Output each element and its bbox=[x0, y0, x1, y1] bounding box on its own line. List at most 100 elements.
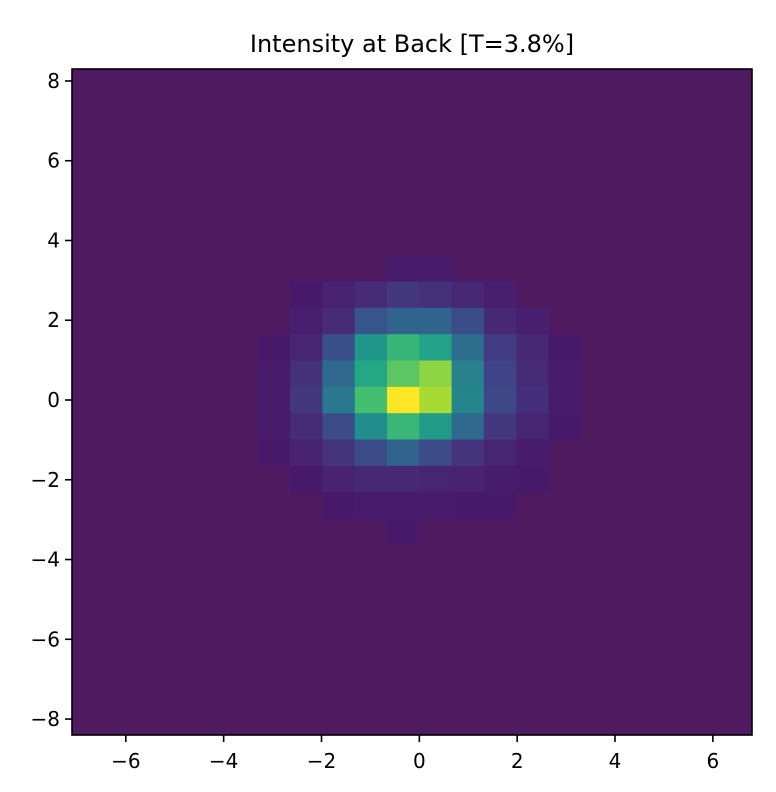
heatmap-cell bbox=[516, 360, 549, 388]
x-tick-label: 4 bbox=[609, 749, 622, 773]
y-tick-label: 0 bbox=[47, 388, 60, 412]
heatmap-cell bbox=[516, 413, 549, 440]
x-axis: −6 −4 −2 0 2 4 6 bbox=[111, 735, 719, 773]
y-axis: 8 6 4 2 0 −2 −4 −6 −8 bbox=[31, 69, 72, 731]
heatmap-cell bbox=[483, 386, 517, 414]
heatmap-cell bbox=[290, 386, 323, 414]
heatmap-cell bbox=[387, 518, 420, 546]
heatmap-cell bbox=[451, 439, 485, 467]
heatmap-cell bbox=[451, 492, 485, 519]
heatmap-cell bbox=[322, 465, 356, 493]
heatmap-cell bbox=[387, 492, 420, 519]
heatmap-cell bbox=[387, 281, 420, 309]
heatmap-cell bbox=[354, 492, 388, 519]
heatmap-cell bbox=[290, 307, 323, 335]
x-tick-label: −6 bbox=[111, 749, 140, 773]
heatmap-cell bbox=[548, 360, 582, 388]
heatmap-cell bbox=[516, 439, 549, 467]
heatmap-cell bbox=[483, 492, 517, 519]
heatmap-cell bbox=[516, 334, 549, 361]
heatmap-cell bbox=[354, 281, 388, 309]
heatmap-cell bbox=[387, 413, 420, 440]
heatmap-cell bbox=[548, 334, 582, 361]
heatmap-cell bbox=[387, 360, 420, 388]
heatmap-cell bbox=[451, 360, 485, 388]
y-tick-label: 2 bbox=[47, 308, 60, 332]
heatmap-cell bbox=[419, 307, 453, 335]
heatmap-cells bbox=[257, 255, 582, 546]
heatmap-cell bbox=[451, 413, 485, 440]
heatmap-cell bbox=[548, 386, 582, 414]
heatmap-cell bbox=[419, 492, 453, 519]
heatmap-cell bbox=[257, 439, 291, 467]
heatmap-cell bbox=[387, 307, 420, 335]
x-tick-label: −4 bbox=[209, 749, 238, 773]
heatmap-cell bbox=[419, 465, 453, 493]
heatmap-cell bbox=[483, 465, 517, 493]
heatmap-cell bbox=[451, 281, 485, 309]
heatmap-cell bbox=[257, 386, 291, 414]
heatmap-cell bbox=[483, 439, 517, 467]
heatmap-cell bbox=[516, 307, 549, 335]
heatmap-cell bbox=[322, 281, 356, 309]
heatmap-cell bbox=[290, 334, 323, 361]
heatmap-cell bbox=[322, 334, 356, 361]
heatmap-cell bbox=[290, 413, 323, 440]
y-tick-label: 4 bbox=[47, 228, 60, 252]
x-tick-label: 6 bbox=[706, 749, 719, 773]
chart-title: Intensity at Back [T=3.8%] bbox=[250, 30, 574, 58]
heatmap-cell bbox=[290, 439, 323, 467]
y-tick-label: 6 bbox=[47, 149, 60, 173]
heatmap-cell bbox=[419, 255, 453, 282]
heatmap-cell bbox=[451, 465, 485, 493]
heatmap-cell bbox=[387, 255, 420, 282]
heatmap-cell bbox=[451, 307, 485, 335]
plot-frame bbox=[71, 68, 753, 736]
y-tick-label: −8 bbox=[31, 707, 60, 731]
heatmap-cell bbox=[548, 413, 582, 440]
heatmap-cell bbox=[257, 334, 291, 361]
heatmap-cell bbox=[419, 386, 453, 414]
heatmap-cell bbox=[290, 465, 323, 493]
heatmap-cell bbox=[322, 439, 356, 467]
heatmap-cell bbox=[419, 281, 453, 309]
heatmap-cell bbox=[354, 465, 388, 493]
y-tick-label: 8 bbox=[47, 69, 60, 93]
heatmap-cell bbox=[483, 360, 517, 388]
y-tick-label: −4 bbox=[31, 548, 60, 572]
heatmap-cell bbox=[322, 307, 356, 335]
heatmap-cell bbox=[290, 281, 323, 309]
heatmap-cell bbox=[354, 439, 388, 467]
heatmap-cell bbox=[387, 386, 420, 414]
heatmap-cell bbox=[419, 413, 453, 440]
x-tick-label: −2 bbox=[307, 749, 336, 773]
heatmap-cell bbox=[419, 439, 453, 467]
heatmap-cell bbox=[483, 334, 517, 361]
heatmap-cell bbox=[257, 413, 291, 440]
y-tick-label: −2 bbox=[31, 468, 60, 492]
heatmap-cell bbox=[354, 360, 388, 388]
heatmap-cell bbox=[322, 413, 356, 440]
heatmap-cell bbox=[322, 492, 356, 519]
heatmap-cell bbox=[451, 334, 485, 361]
heatmap-cell bbox=[483, 281, 517, 309]
heatmap-cell bbox=[290, 360, 323, 388]
heatmap-cell bbox=[419, 334, 453, 361]
heatmap-cell bbox=[257, 360, 291, 388]
heatmap-cell bbox=[354, 413, 388, 440]
heatmap-cell bbox=[419, 360, 453, 388]
heatmap-cell bbox=[387, 334, 420, 361]
heatmap-cell bbox=[322, 360, 356, 388]
x-tick-label: 2 bbox=[511, 749, 524, 773]
heatmap-cell bbox=[516, 386, 549, 414]
heatmap-cell bbox=[354, 386, 388, 414]
heatmap-cell bbox=[516, 465, 549, 493]
heatmap-cell bbox=[483, 307, 517, 335]
heatmap-cell bbox=[387, 465, 420, 493]
y-tick-label: −6 bbox=[31, 627, 60, 651]
heatmap-cell bbox=[354, 307, 388, 335]
heatmap-cell bbox=[322, 386, 356, 414]
heatmap-cell bbox=[483, 413, 517, 440]
heatmap-cell bbox=[451, 386, 485, 414]
